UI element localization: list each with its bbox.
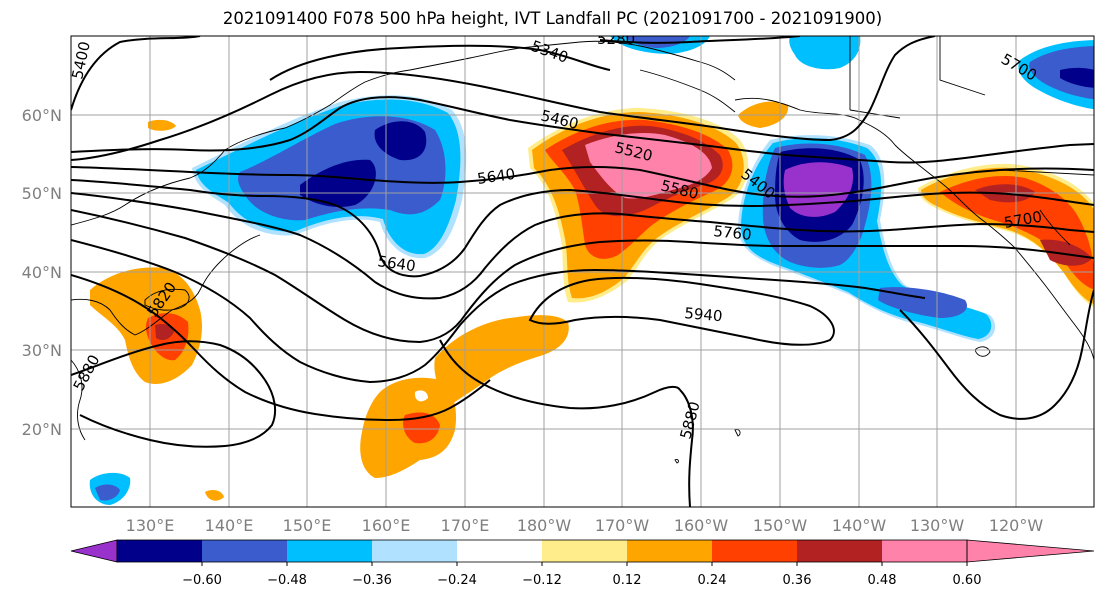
contour-label: 5940 xyxy=(684,304,724,325)
lat-label: 60°N xyxy=(22,106,62,125)
colorbar-tick: −0.48 xyxy=(267,573,307,588)
map-title: 2021091400 F078 500 hPa height, IVT Land… xyxy=(222,9,883,28)
lat-label: 20°N xyxy=(22,420,62,439)
colorbar-segment xyxy=(117,540,202,562)
lon-label: 150°W xyxy=(753,516,808,535)
lon-label: 120°W xyxy=(989,516,1044,535)
lon-label: 170°W xyxy=(595,516,650,535)
coastlines xyxy=(71,36,1094,464)
colorbar-tick: 0.36 xyxy=(783,573,812,588)
colorbar-segment xyxy=(797,540,882,562)
gridlines xyxy=(71,36,1094,507)
ivt-positive-japan xyxy=(90,267,224,501)
lon-label: 150°E xyxy=(283,516,332,535)
lat-label: 50°N xyxy=(22,184,62,203)
height-contours xyxy=(71,36,1094,507)
colorbar-segment xyxy=(457,540,542,562)
contour-label: 5280 xyxy=(597,30,635,48)
longitude-labels: 130°E 140°E 150°E 160°E 170°E 180°W 170°… xyxy=(126,516,1044,535)
colorbar-segment xyxy=(542,540,627,562)
contour-label: 5760 xyxy=(713,222,753,244)
latitude-labels: 20°N 30°N 40°N 50°N 60°N xyxy=(22,106,62,439)
colorbar-low-extension xyxy=(70,539,118,563)
lat-label: 30°N xyxy=(22,341,62,360)
ivt-positive-subtropical xyxy=(360,315,569,478)
colorbar-tick: −0.60 xyxy=(182,573,222,588)
colorbar-tick: −0.12 xyxy=(522,573,562,588)
map-area: 5400 5340 5280 5460 5520 5580 5640 5640 … xyxy=(71,30,1094,507)
colorbar-tick: 0.60 xyxy=(953,573,982,588)
contour-label: 5640 xyxy=(376,252,416,275)
colorbar-tick: −0.36 xyxy=(352,573,392,588)
colorbar-tick: −0.24 xyxy=(437,573,477,588)
lon-label: 170°E xyxy=(441,516,490,535)
colorbar-segment xyxy=(882,540,967,562)
lon-label: 130°W xyxy=(910,516,965,535)
colorbar-segment xyxy=(372,540,457,562)
colorbar-segment xyxy=(712,540,797,562)
colorbar-high-extension xyxy=(966,539,1095,563)
map-frame xyxy=(70,35,1095,508)
ivt-negative-small xyxy=(89,472,131,505)
lon-label: 140°W xyxy=(832,516,887,535)
lon-label: 160°W xyxy=(674,516,729,535)
colorbar: −0.60 −0.48 −0.36 −0.24 −0.12 0.12 0.24 … xyxy=(70,539,1095,588)
ivt-negative-northeast xyxy=(1018,40,1094,110)
lat-label: 40°N xyxy=(22,263,62,282)
colorbar-segment xyxy=(202,540,287,562)
lon-label: 160°E xyxy=(362,516,411,535)
colorbar-segment xyxy=(627,540,712,562)
colorbar-tick: 0.12 xyxy=(613,573,642,588)
contour-label: 5640 xyxy=(476,165,516,188)
colorbar-segment xyxy=(287,540,372,562)
lon-label: 140°E xyxy=(205,516,254,535)
lon-label: 130°E xyxy=(126,516,175,535)
colorbar-tick: 0.48 xyxy=(868,573,897,588)
lon-label: 180°W xyxy=(517,516,572,535)
colorbar-tick: 0.24 xyxy=(698,573,727,588)
